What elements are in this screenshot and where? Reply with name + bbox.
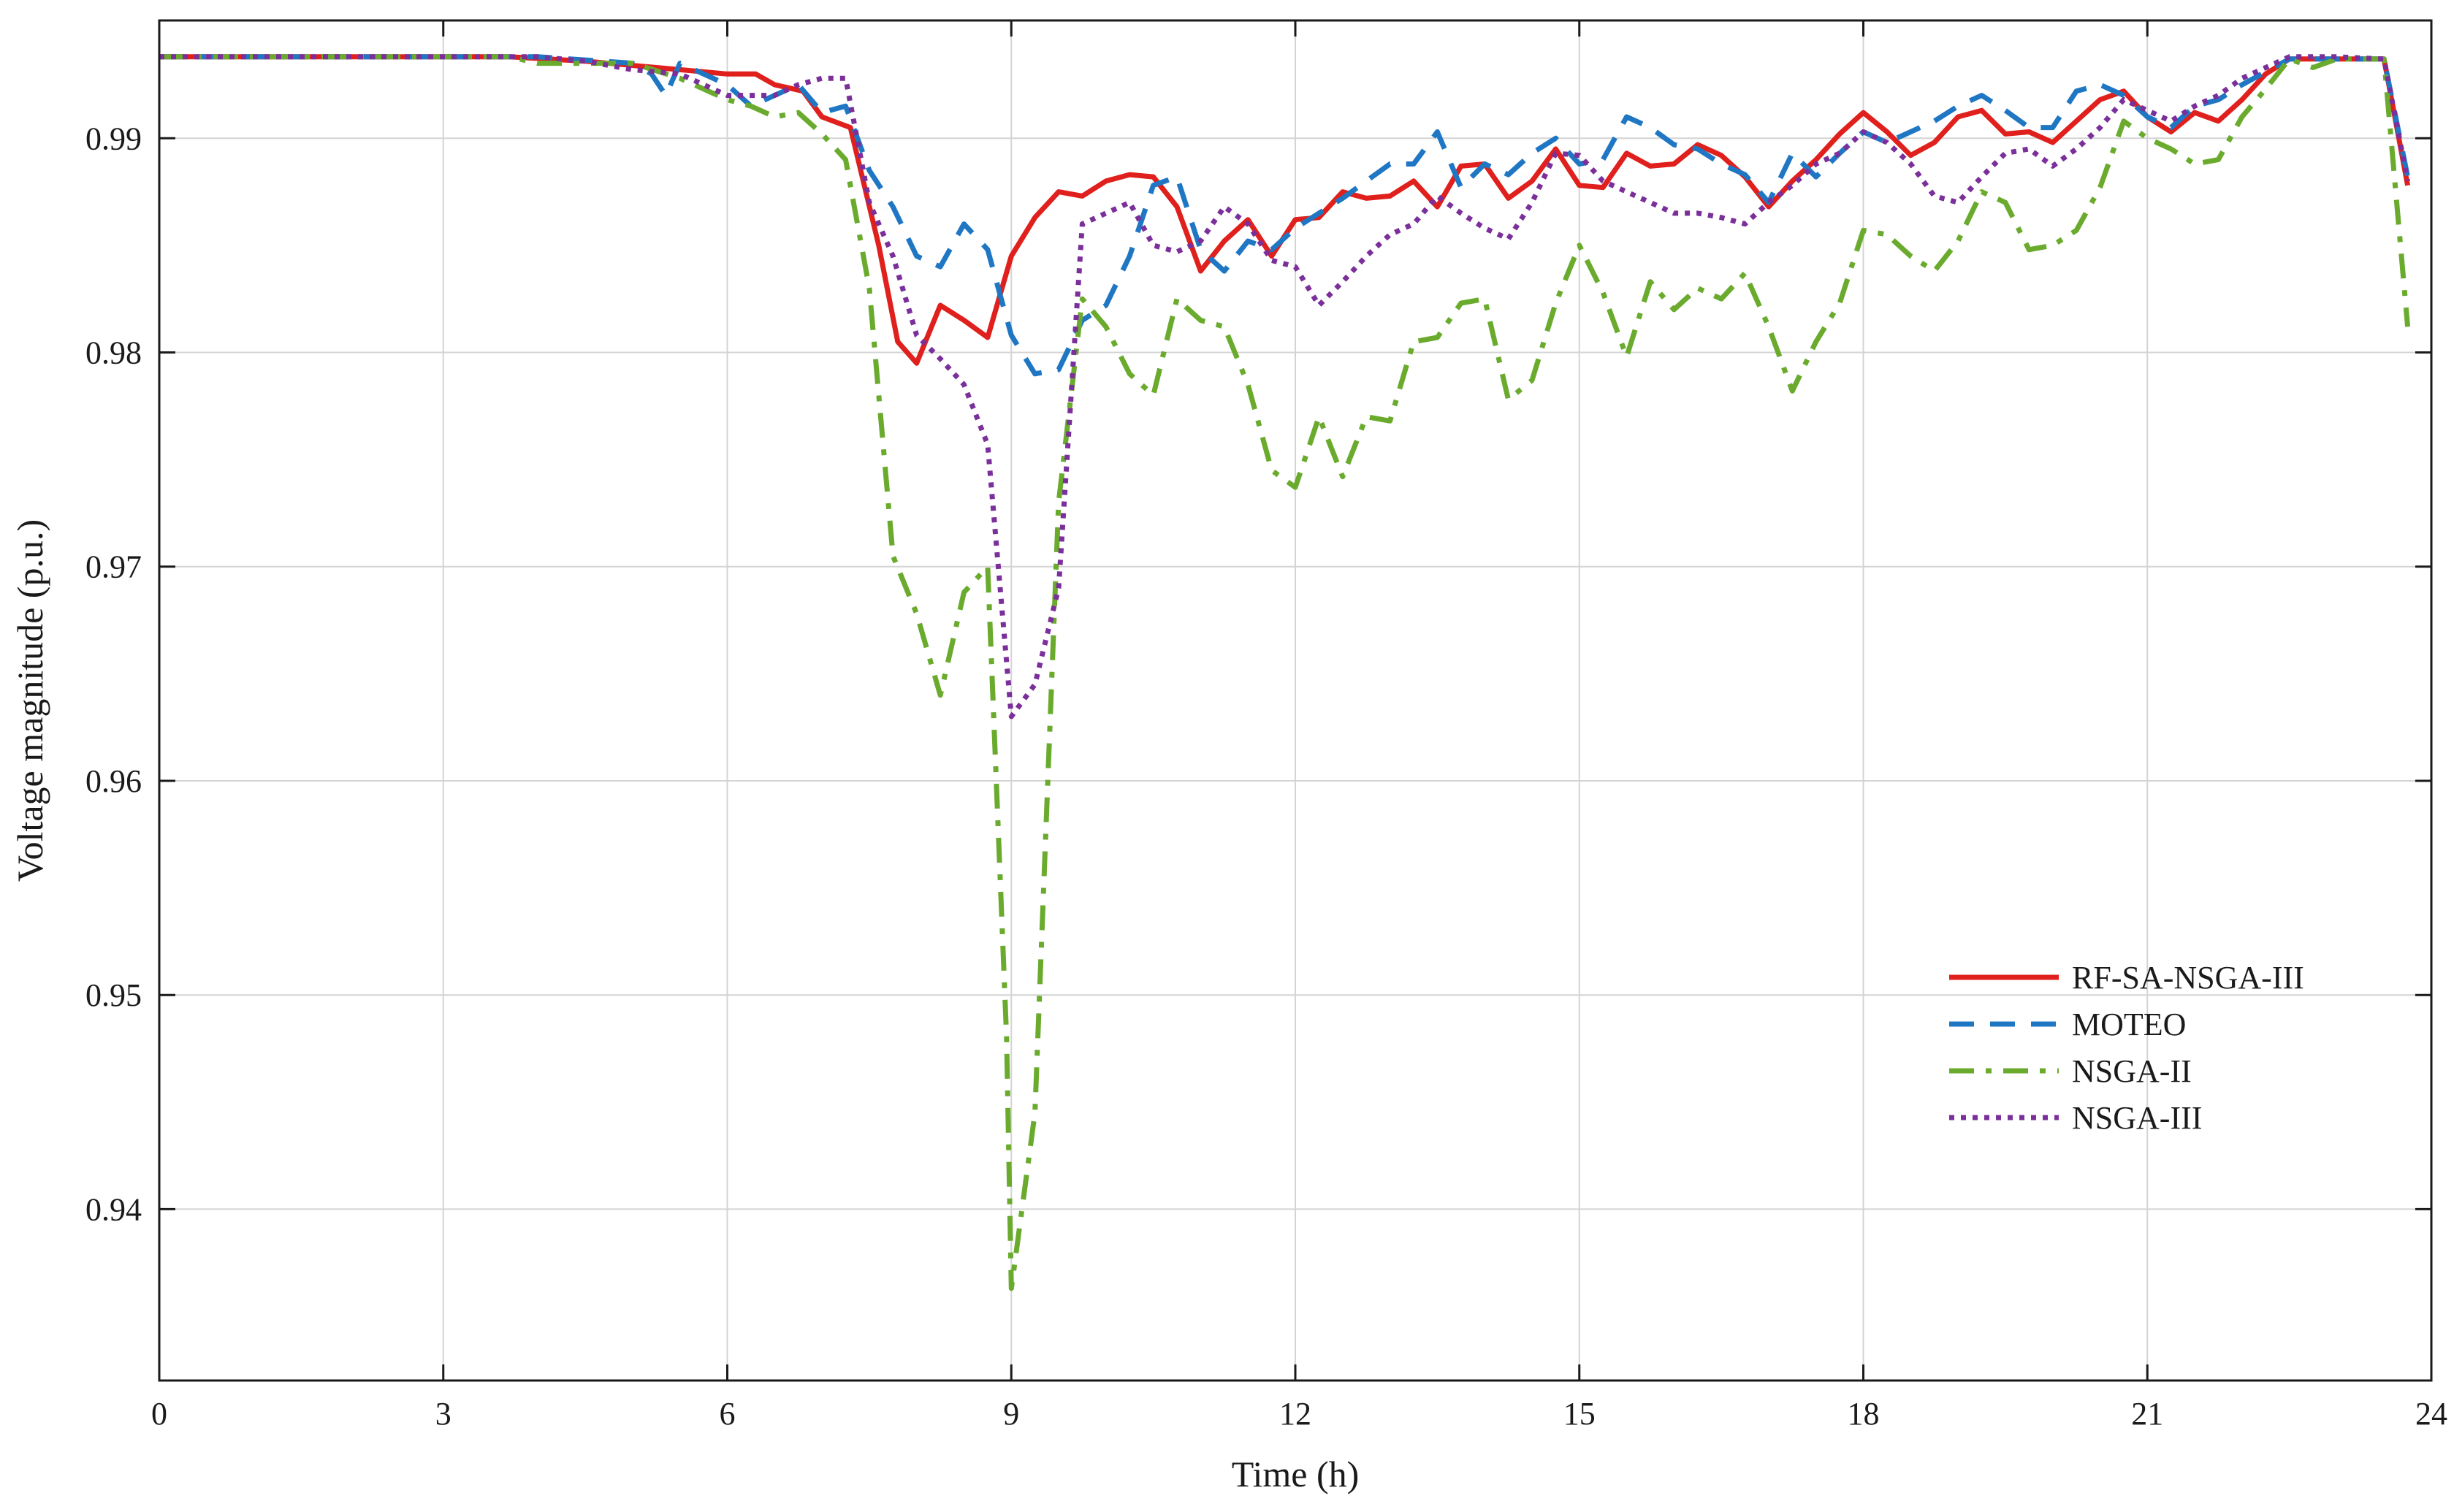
y-tick-label: 0.97 (85, 549, 142, 585)
x-tick-label: 24 (2415, 1396, 2447, 1432)
x-tick-label: 18 (1848, 1396, 1880, 1432)
y-axis-label: Voltage magnitude (p.u.) (9, 519, 50, 882)
x-tick-label: 9 (1003, 1396, 1019, 1432)
legend-label: NSGA-III (2072, 1100, 2202, 1136)
series-line-nsga-iii (159, 54, 2411, 719)
series-lines (159, 54, 2411, 1291)
x-tick-label: 3 (435, 1396, 451, 1432)
x-axis-label: Time (h) (1232, 1454, 1360, 1494)
axis-labels: Time (h) Voltage magnitude (p.u.) (9, 519, 1359, 1494)
x-tick-label: 21 (2131, 1396, 2163, 1432)
y-tick-label: 0.99 (85, 121, 142, 156)
series-line-moteo (159, 54, 2411, 377)
x-tick-label: 6 (720, 1396, 736, 1432)
legend-label: NSGA-II (2072, 1053, 2192, 1089)
legend-label: MOTEO (2072, 1007, 2186, 1042)
y-tick-label: 0.98 (85, 335, 142, 371)
y-tick-label: 0.95 (85, 977, 142, 1013)
axis-ticks: 0 3 6 9 12 15 18 21 24 0.94 0.95 0.96 0.97 0.98 0.99 (85, 20, 2447, 1432)
series-line-nsga-ii (159, 54, 2411, 1291)
x-tick-label: 15 (1563, 1396, 1596, 1432)
legend: RF-SA-NSGA-III MOTEO NSGA-II NSGA-III (1949, 960, 2304, 1136)
x-tick-label: 12 (1279, 1396, 1311, 1432)
legend-label: RF-SA-NSGA-III (2072, 960, 2304, 996)
x-tick-label: 0 (151, 1396, 167, 1432)
y-tick-label: 0.96 (85, 763, 142, 799)
grid (159, 20, 2432, 1381)
y-tick-label: 0.94 (85, 1191, 142, 1227)
